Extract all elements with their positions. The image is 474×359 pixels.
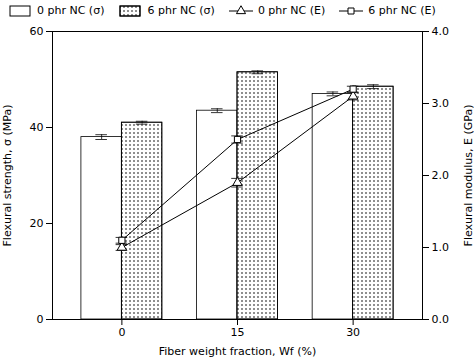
svg-text:0.0: 0.0 xyxy=(432,313,450,326)
svg-text:60: 60 xyxy=(30,25,44,38)
svg-text:1.0: 1.0 xyxy=(432,241,450,254)
svg-text:15: 15 xyxy=(231,326,245,339)
html-text:6 phr NC (E): 6 phr NC (E) xyxy=(368,4,436,17)
svg-text:40: 40 xyxy=(30,121,44,134)
svg-text:Flexural modulus, E (GPa): Flexural modulus, E (GPa) xyxy=(462,105,474,247)
svg-text:0: 0 xyxy=(118,326,125,339)
svg-text:Fiber weight fraction, Wf (%): Fiber weight fraction, Wf (%) xyxy=(159,345,316,358)
svg-text:Flexural strength, σ (MPa): Flexural strength, σ (MPa) xyxy=(1,104,14,246)
svg-text:2.0: 2.0 xyxy=(432,169,450,182)
html-text:0 phr NC (E): 0 phr NC (E) xyxy=(257,4,326,17)
svg-text:30: 30 xyxy=(346,326,360,339)
svg-text:3.0: 3.0 xyxy=(432,97,450,110)
svg-text:4.0: 4.0 xyxy=(432,25,450,38)
html-text:0 phr NC (σ): 0 phr NC (σ) xyxy=(37,4,105,17)
svg-text:0: 0 xyxy=(37,313,44,326)
svg-text:20: 20 xyxy=(30,217,44,230)
html-text:6 phr NC (σ): 6 phr NC (σ) xyxy=(147,4,215,17)
